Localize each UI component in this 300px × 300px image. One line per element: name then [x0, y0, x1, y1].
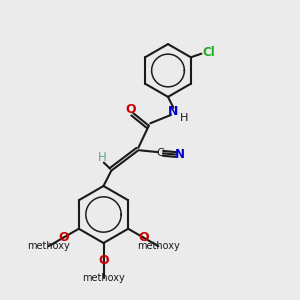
Text: O: O	[98, 254, 109, 267]
Text: Cl: Cl	[202, 46, 214, 59]
Text: O: O	[58, 231, 69, 244]
Text: N: N	[175, 148, 185, 161]
Text: O: O	[125, 103, 136, 116]
Text: methoxy: methoxy	[27, 241, 70, 251]
Text: H: H	[98, 151, 107, 164]
Text: methoxy: methoxy	[82, 273, 125, 283]
Text: C: C	[156, 148, 164, 158]
Text: N: N	[168, 105, 178, 118]
Text: methoxy: methoxy	[137, 241, 180, 251]
Text: O: O	[138, 231, 148, 244]
Text: H: H	[180, 113, 188, 123]
